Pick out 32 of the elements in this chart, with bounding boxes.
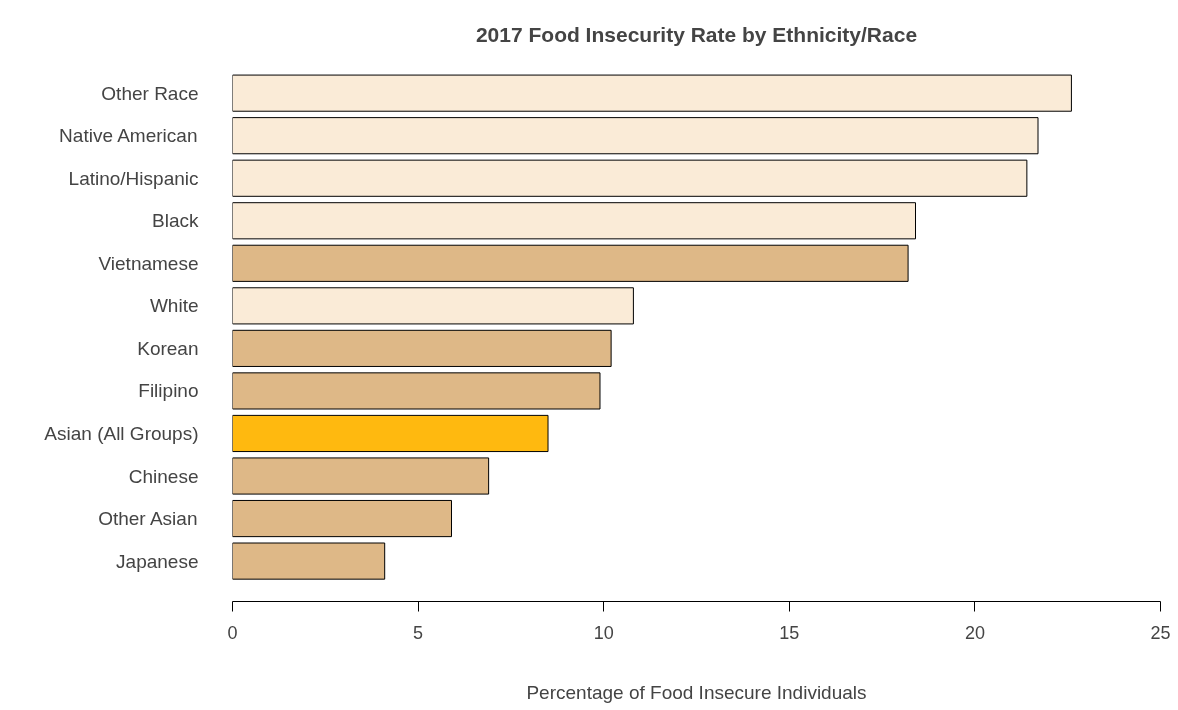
y-tick-label: Chinese (128, 465, 199, 487)
y-tick-label: Vietnamese (98, 252, 199, 274)
bar (232, 74, 1072, 112)
y-tick-label: Japanese (116, 550, 199, 572)
y-tick-label: Latino/Hispanic (68, 167, 199, 189)
bar (232, 499, 453, 538)
y-tick-label: Asian (All Groups) (44, 422, 199, 444)
x-axis-title: Percentage of Food Insecure Individuals (526, 681, 867, 703)
bar (232, 542, 386, 580)
bar (232, 329, 612, 367)
x-tick-label: 10 (593, 622, 614, 643)
chart-title: 2017 Food Insecurity Rate by Ethnicity/Race (475, 22, 918, 46)
bar (232, 372, 601, 410)
bar (232, 244, 909, 282)
bar (232, 117, 1039, 155)
x-tick-label: 15 (779, 622, 800, 643)
y-tick-label: Native American (59, 125, 198, 147)
y-tick-label: Korean (137, 337, 199, 359)
y-tick-label: Black (152, 210, 199, 232)
bar (232, 457, 490, 495)
x-tick-label: 20 (964, 622, 985, 643)
x-tick-label: 5 (413, 622, 424, 643)
bar (232, 202, 917, 240)
bar (232, 159, 1028, 197)
y-tick-label: Other Asian (98, 508, 198, 530)
y-tick-label: Other Race (101, 82, 199, 104)
y-tick-label: Filipino (138, 380, 199, 402)
bar (232, 287, 634, 325)
x-tick-label: 0 (227, 622, 238, 643)
bar (232, 414, 549, 453)
x-tick-label: 25 (1150, 622, 1171, 643)
y-tick-label: White (149, 295, 199, 317)
